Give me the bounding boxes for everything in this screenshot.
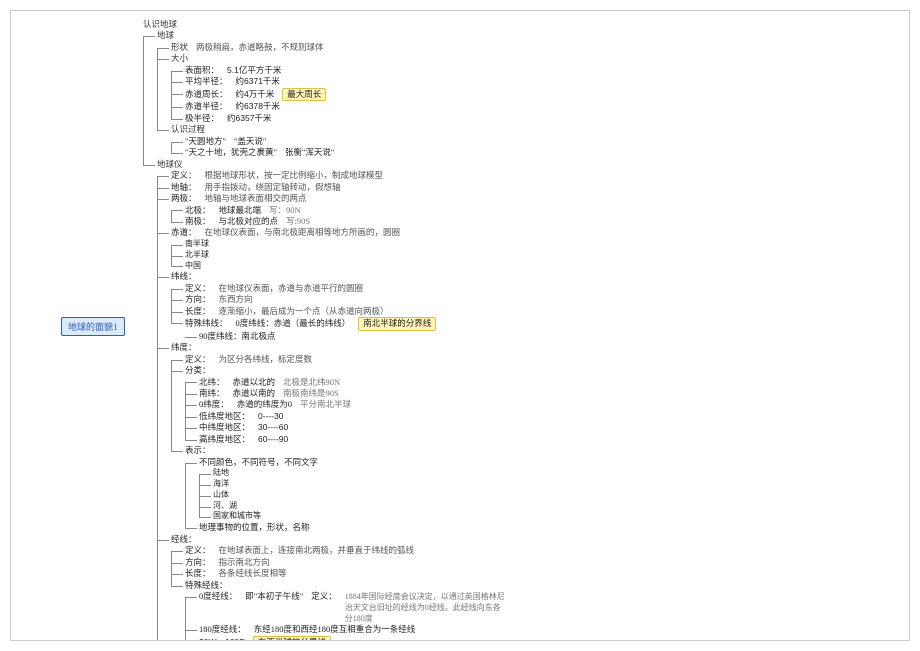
- mer-180-desc: 东经180度和西经180度互相重合为一条经线: [254, 624, 416, 635]
- history-a2: "盖天说": [234, 136, 266, 147]
- parallel-dir-desc: 东西方向: [219, 294, 253, 305]
- mer-len-label: 长度：: [185, 568, 211, 579]
- parallel-len-label: 长度：: [185, 306, 211, 317]
- lat-rep-b: 地理事物的位置，形状，名称: [199, 522, 310, 533]
- pole-south-label: 南极：: [185, 216, 211, 227]
- lat-north-label: 北纬：: [199, 377, 225, 388]
- lat-south-note: 南极南纬是90S: [283, 388, 339, 399]
- lat-low-range: 0----30: [258, 411, 284, 422]
- globe-axis-label: 地轴：: [171, 182, 197, 193]
- mer-zero-desc: 即"本初子午线": [245, 591, 303, 602]
- pole-south-desc: 与北极对应的点: [219, 216, 279, 227]
- lat-high-label: 高纬度地区：: [199, 434, 250, 445]
- level1-recognize: 认识地球: [143, 19, 177, 30]
- lat-rep-a: 不同颜色，不同符号，不同文字: [199, 457, 318, 468]
- lat-zero-note: 平分南北半球: [300, 399, 351, 410]
- size-area-val: 5.1亿平方千米: [227, 65, 281, 76]
- rep-item-e: 国家和城市等: [213, 511, 261, 522]
- mer-len-desc: 各条经线长度相等: [219, 568, 287, 579]
- history-a: "天圆地方": [185, 136, 226, 147]
- tag-ns-hemisphere: 南北半球的分界线: [358, 317, 436, 330]
- lat-class-label: 分类：: [185, 365, 211, 376]
- mer-zero-label: 0度经线：: [199, 591, 237, 602]
- lat-high-range: 60----90: [258, 434, 288, 445]
- lat-low-label: 低纬度地区：: [199, 411, 250, 422]
- size-radiusavg-val: 约6371千米: [236, 76, 280, 87]
- pole-north-note: 写：90N: [269, 205, 301, 216]
- rep-item-d: 河、湖: [213, 501, 237, 512]
- rep-item-c: 山体: [213, 490, 229, 501]
- root-node: 地球的面貌1: [61, 317, 125, 336]
- size-eqlen-val: 约4万千米: [236, 89, 275, 100]
- earth-size-label: 大小: [171, 53, 188, 64]
- lat-south-label: 南纬：: [199, 388, 225, 399]
- parallel-special-a: 0度纬线：赤道（最长的纬线）: [236, 318, 351, 329]
- parallel-len-desc: 逐渐缩小，最后成为一个点（从赤道向两极）: [219, 306, 389, 317]
- parallel-label: 纬线：: [171, 271, 197, 282]
- lat-def-desc: 为区分各纬线，标定度数: [219, 354, 313, 365]
- size-eqlen-label: 赤道周长：: [185, 89, 228, 100]
- latitude-label: 纬度：: [171, 342, 197, 353]
- globe-axis-desc: 用手指拨动，绕固定轴转动，假想轴: [205, 182, 341, 193]
- earth-label: 地球: [157, 30, 174, 41]
- parallel-dir-label: 方向：: [185, 294, 211, 305]
- equator-part-b: 北半球: [185, 250, 209, 261]
- size-radiuspol-label: 极半径：: [185, 113, 219, 124]
- mer-def-desc: 在地球表面上，连接南北两极，并垂直于纬线的弧线: [219, 545, 415, 556]
- rep-item-a: 陆地: [213, 468, 229, 479]
- globe-def-label: 定义：: [171, 170, 197, 181]
- globe-poles-label: 两极：: [171, 193, 197, 204]
- size-radiuspol-val: 约6357千米: [227, 113, 271, 124]
- rep-item-b: 海洋: [213, 479, 229, 490]
- earth-history-label: 认识过程: [171, 124, 205, 135]
- lat-rep-label: 表示：: [185, 445, 211, 456]
- mindmap-tree: 认识地球 地球 形状 两极稍扁，赤道略鼓，不规则球体 大小 表面积： 5.1亿平方…: [129, 19, 505, 641]
- size-radiuseq-val: 约6378千米: [236, 101, 280, 112]
- parallel-special-label: 特殊纬线：: [185, 318, 228, 329]
- parallel-def-label: 定义：: [185, 283, 211, 294]
- tag-max-circumference: 最大周长: [282, 88, 326, 101]
- mer-zero-note-label: 定义：: [311, 591, 337, 602]
- globe-equator-desc: 在地球仪表面，与南北极距离相等地方所画的，圆圈: [205, 227, 401, 238]
- mer-dir-desc: 指示南北方向: [219, 557, 270, 568]
- globe-poles-desc: 地轴与地球表面相交的两点: [205, 193, 307, 204]
- tag-ew-hemisphere: 东西半球的分界线: [253, 636, 331, 641]
- size-area-label: 表面积：: [185, 65, 219, 76]
- meridian-label: 经线：: [171, 534, 197, 545]
- globe-equator-label: 赤道：: [171, 227, 197, 238]
- lat-north-desc: 赤道以北的: [233, 377, 276, 388]
- pole-north-label: 北极：: [185, 205, 211, 216]
- mer-zero-note: 1884年国际经度会议决定，以通过英国格林尼治天文台旧址的经线为0经线。此经线向…: [345, 592, 505, 624]
- mer-dir-label: 方向：: [185, 557, 211, 568]
- equator-part-c: 中国: [185, 261, 201, 272]
- size-radiusavg-label: 平均半径：: [185, 76, 228, 87]
- globe-label: 地球仪: [157, 159, 183, 170]
- earth-shape-label: 形状: [171, 42, 188, 53]
- lat-south-desc: 赤道以南的: [233, 388, 276, 399]
- history-b: "天之十地，犹壳之裹黄": [185, 147, 277, 158]
- globe-def-desc: 根据地球形状，按一定比例缩小，制成地球模型: [205, 170, 384, 181]
- size-radiuseq-label: 赤道半径：: [185, 101, 228, 112]
- lat-zero-label: 0纬度：: [199, 399, 229, 410]
- lat-mid-range: 30----60: [258, 422, 288, 433]
- parallel-def-desc: 在地球仪表面，赤道与赤道平行的圆圈: [219, 283, 364, 294]
- lat-zero-desc: 赤道的纬度为0: [237, 399, 292, 410]
- mer-special-label: 特殊经线：: [185, 580, 228, 591]
- mer-def-label: 定义：: [185, 545, 211, 556]
- lat-north-note: 北极是北纬90N: [283, 377, 340, 388]
- equator-part-a: 南半球: [185, 239, 209, 250]
- lat-def-label: 定义：: [185, 354, 211, 365]
- history-b2: 张衡"浑天说": [285, 147, 334, 158]
- mer-boundary: 20W，160E: [199, 637, 245, 641]
- mer-180-label: 180度经线：: [199, 624, 246, 635]
- pole-south-note: 写:90S: [286, 216, 310, 227]
- earth-shape-desc: 两极稍扁，赤道略鼓，不规则球体: [196, 42, 324, 53]
- parallel-special-b: 90度纬线：南北极点: [199, 331, 276, 342]
- lat-mid-label: 中纬度地区：: [199, 422, 250, 433]
- pole-north-desc: 地球最北端: [219, 205, 262, 216]
